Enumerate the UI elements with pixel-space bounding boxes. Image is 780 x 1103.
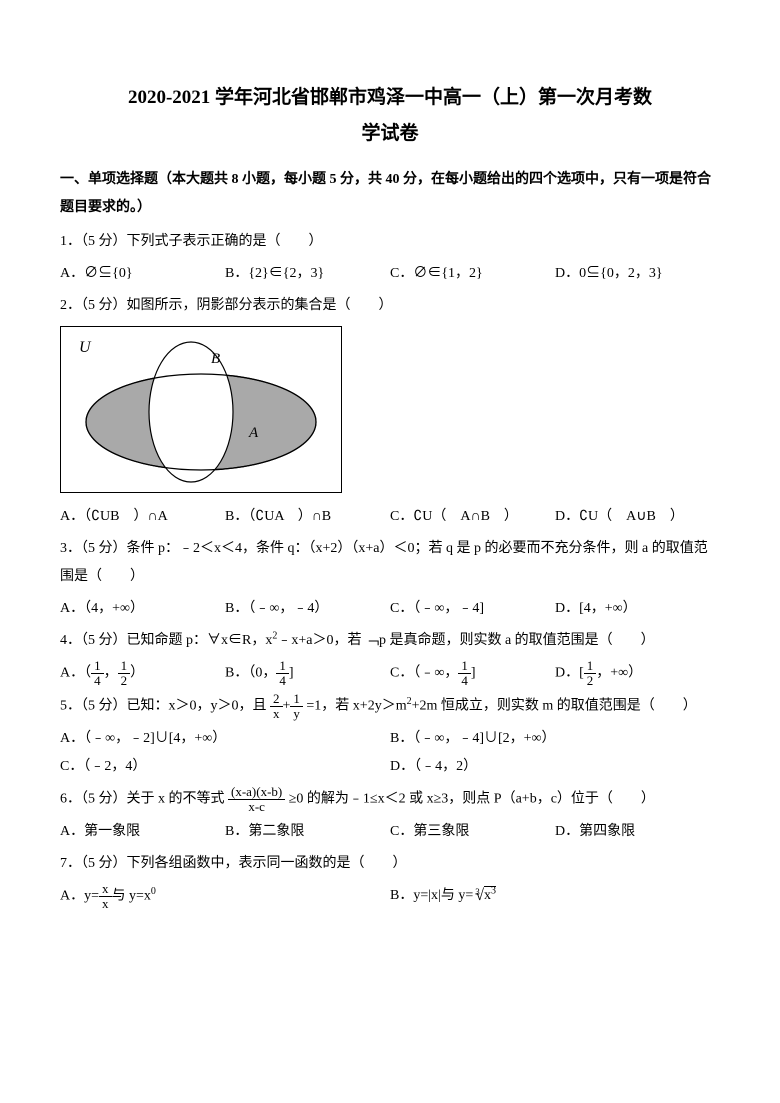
- frac-1-4-b: 14: [276, 659, 289, 688]
- venn-label-a: A: [248, 425, 259, 441]
- q2-stem: 2．（5 分）如图所示，阴影部分表示的集合是（ ）: [60, 292, 720, 320]
- q3-options: A．（4，+∞） B．（﹣∞，﹣4） C．（﹣∞，﹣4] D．[4，+∞）: [60, 595, 720, 623]
- frac-1-2-d: 12: [584, 659, 597, 688]
- q5-options: A．（﹣∞，﹣2]∪[4，+∞） B．（﹣∞，﹣4]∪[2，+∞） C．（﹣2，…: [60, 725, 720, 781]
- q3-option-c: C．（﹣∞，﹣4]: [390, 595, 555, 623]
- q4-option-c: C．（﹣∞，14]: [390, 659, 555, 688]
- q6-option-b: B．第二象限: [225, 818, 390, 846]
- venn-label-b: B: [211, 351, 220, 367]
- q4c-end: ]: [471, 666, 476, 681]
- q5-mid: =1，若 x+2y＞m: [306, 699, 406, 714]
- frac-2-x: 2x: [270, 692, 283, 721]
- frac-xab-xc: (x-a)(x-b)x-c: [228, 785, 285, 814]
- q4a-end: ）: [130, 666, 144, 681]
- q4-option-a: A．（14，12）: [60, 659, 225, 688]
- q5-option-a: A．（﹣∞，﹣2]∪[4，+∞）: [60, 725, 390, 753]
- q4-options: A．（14，12） B．（0，14] C．（﹣∞，14] D．[12，+∞）: [60, 659, 720, 688]
- q2-option-d: D．∁U（ A∪B ）: [555, 503, 720, 531]
- frac-1-4-c: 14: [458, 659, 471, 688]
- q5-option-d: D．（﹣4，2）: [390, 753, 720, 781]
- q4b-pre: B．（0，: [225, 666, 276, 681]
- q2-option-b: B．（∁UA ）∩B: [225, 503, 390, 531]
- frac-1-4: 14: [91, 659, 104, 688]
- q4c-pre: C．（﹣∞，: [390, 666, 458, 681]
- q7b-rad: x3: [484, 886, 496, 903]
- q1-options: A．∅⊆{0} B．{2}∈{2，3} C．∅∈{1，2} D．0⊆{0，2，3…: [60, 260, 720, 288]
- q7-options: A．y=xx与 y=x0 B．y=|x|与 y=√x3: [60, 882, 720, 911]
- frac-x-x: xx: [99, 882, 112, 911]
- title-line-1: 2020-2021 学年河北省邯郸市鸡泽一中高一（上）第一次月考数: [128, 87, 652, 108]
- q6-options: A．第一象限 B．第二象限 C．第三象限 D．第四象限: [60, 818, 720, 846]
- set-a-shade: [86, 374, 316, 470]
- q4a-pre: A．（: [60, 666, 91, 681]
- cube-root-icon: √: [473, 882, 484, 910]
- q7-option-a: A．y=xx与 y=x0: [60, 882, 390, 911]
- q6-option-a: A．第一象限: [60, 818, 225, 846]
- q2-option-c: C．∁U（ A∩B ）: [390, 503, 555, 531]
- q4-stem: 4．（5 分）已知命题 p：∀x∈R，x2﹣x+a＞0，若 ﹁p 是真命题，则实…: [60, 627, 720, 655]
- venn-svg: U B A: [61, 327, 341, 492]
- frac-1-y: 1y: [290, 692, 303, 721]
- page-title: 2020-2021 学年河北省邯郸市鸡泽一中高一（上）第一次月考数 学试卷: [60, 80, 720, 152]
- frac-1-2: 12: [118, 659, 131, 688]
- q5-option-b: B．（﹣∞，﹣4]∪[2，+∞）: [390, 725, 720, 753]
- q5-stem: 5．（5 分）已知：x＞0，y＞0，且 2x+1y =1，若 x+2y＞m2+2…: [60, 692, 720, 721]
- q1-option-a: A．∅⊆{0}: [60, 260, 225, 288]
- q3-option-d: D．[4，+∞）: [555, 595, 720, 623]
- q4-option-d: D．[12，+∞）: [555, 659, 720, 688]
- q1-option-b: B．{2}∈{2，3}: [225, 260, 390, 288]
- q4d-pre: D．[: [555, 666, 584, 681]
- q3-stem: 3．（5 分）条件 p：﹣2＜x＜4，条件 q：（x+2）（x+a）＜0；若 q…: [60, 535, 720, 591]
- q6-option-c: C．第三象限: [390, 818, 555, 846]
- q7a-pre: A．y=: [60, 889, 99, 904]
- q4b-end: ]: [289, 666, 294, 681]
- exam-page: 2020-2021 学年河北省邯郸市鸡泽一中高一（上）第一次月考数 学试卷 一、…: [0, 0, 780, 1103]
- q3-option-a: A．（4，+∞）: [60, 595, 225, 623]
- q4-option-b: B．（0，14]: [225, 659, 390, 688]
- q7b-pre: B．y=|x|与 y=: [390, 888, 473, 903]
- q7a-mid: 与 y=x: [112, 889, 151, 904]
- title-line-2: 学试卷: [361, 123, 418, 144]
- q7-stem: 7．（5 分）下列各组函数中，表示同一函数的是（ ）: [60, 850, 720, 878]
- venn-diagram: U B A: [60, 326, 342, 493]
- q2-options: A．（∁UB ）∩A B．（∁UA ）∩B C．∁U（ A∩B ） D．∁U（ …: [60, 503, 720, 531]
- q1-stem: 1．（5 分）下列式子表示正确的是（ ）: [60, 228, 720, 256]
- section-1-header: 一、单项选择题（本大题共 8 小题，每小题 5 分，共 40 分，在每小题给出的…: [60, 166, 720, 222]
- q5-post: +2m 恒成立，则实数 m 的取值范围是（ ）: [412, 699, 697, 714]
- venn-label-u: U: [79, 339, 92, 356]
- q6-option-d: D．第四象限: [555, 818, 720, 846]
- q6-pre: 6．（5 分）关于 x 的不等式: [60, 792, 225, 807]
- q5-option-c: C．（﹣2，4）: [60, 753, 390, 781]
- q3-option-b: B．（﹣∞，﹣4）: [225, 595, 390, 623]
- q7-option-b: B．y=|x|与 y=√x3: [390, 882, 720, 911]
- q2-option-a: A．（∁UB ）∩A: [60, 503, 225, 531]
- q1-option-d: D．0⊆{0，2，3}: [555, 260, 720, 288]
- q4d-end: ，+∞）: [596, 666, 642, 681]
- q1-option-c: C．∅∈{1，2}: [390, 260, 555, 288]
- q4-pre: 4．（5 分）已知命题 p：∀x∈R，x: [60, 633, 272, 648]
- q6-post: ≥0 的解为﹣1≤x＜2 或 x≥3，则点 P（a+b，c）位于（ ）: [289, 792, 655, 807]
- q4-post: ﹣x+a＞0，若 ﹁p 是真命题，则实数 a 的取值范围是（ ）: [277, 633, 654, 648]
- q6-stem: 6．（5 分）关于 x 的不等式 (x-a)(x-b)x-c ≥0 的解为﹣1≤…: [60, 785, 720, 814]
- q5-pre: 5．（5 分）已知：x＞0，y＞0，且: [60, 699, 267, 714]
